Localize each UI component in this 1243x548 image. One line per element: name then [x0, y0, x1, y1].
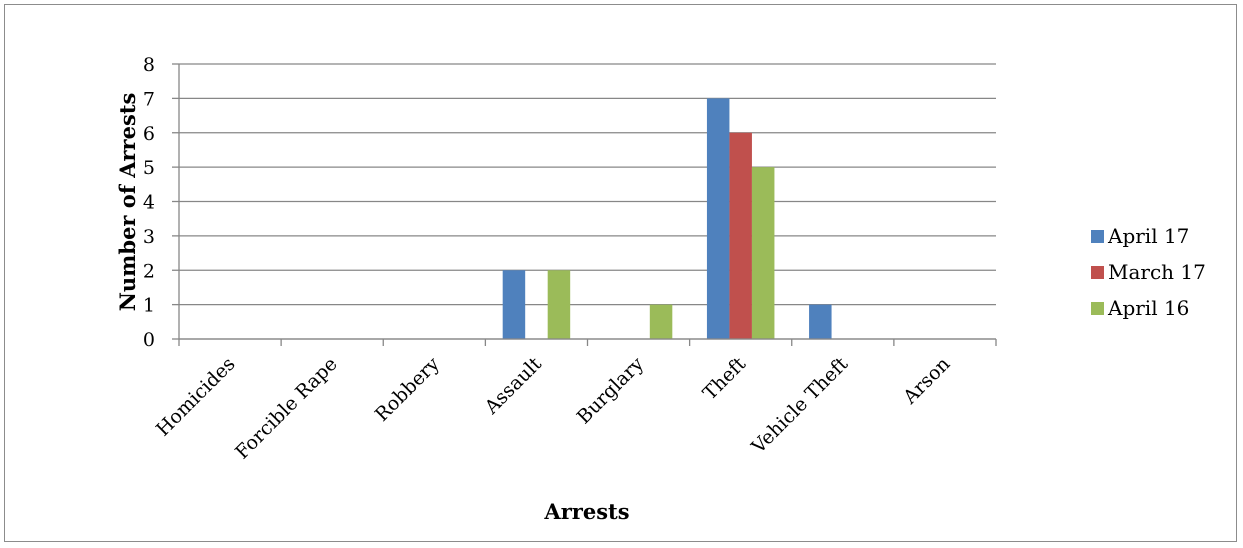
legend-label: April 16	[1107, 296, 1189, 320]
x-tick-label: Robbery	[371, 353, 444, 426]
y-tick-label: 4	[143, 192, 155, 214]
x-tick-label: Burglary	[573, 353, 649, 429]
x-tick-label: Forcible Rape	[231, 353, 342, 464]
axes	[178, 64, 997, 346]
bar-assault-april-16	[547, 270, 571, 339]
legend-swatch	[1091, 266, 1104, 279]
y-tick-label: 5	[143, 157, 155, 179]
y-tick-label: 7	[143, 88, 155, 110]
y-tick-label: 8	[143, 54, 155, 76]
legend-label: April 17	[1107, 224, 1189, 248]
chart-frame: 0 1 2 3 4 5 6 7 8 Homicides Forcible Rape Robbery A…	[4, 4, 1237, 542]
y-tick-label: 6	[143, 123, 155, 145]
legend-swatch	[1091, 230, 1104, 243]
x-tick-label: Vehicle Theft	[747, 353, 853, 459]
bar-theft-april-16	[751, 167, 775, 339]
bar-assault-april-17	[502, 270, 526, 339]
bars	[502, 98, 832, 339]
gridlines	[172, 63, 996, 340]
y-tick-label: 1	[143, 295, 155, 317]
y-tick-label: 2	[143, 260, 155, 282]
x-axis-title: Arrests	[543, 499, 629, 524]
x-tick-label: Theft	[699, 353, 751, 405]
x-tick-label: Arson	[898, 353, 954, 409]
x-tick-label: Assault	[480, 353, 546, 419]
bar-vehicle-theft-april-17	[809, 304, 832, 339]
legend-label: March 17	[1108, 260, 1206, 284]
y-tick-label: 0	[143, 329, 155, 351]
bar-theft-march-17	[729, 132, 752, 339]
y-axis-title: Number of Arrests	[115, 93, 140, 312]
y-tick-label: 3	[143, 226, 155, 248]
bar-theft-april-17	[706, 98, 730, 339]
legend-swatch	[1091, 302, 1104, 315]
bar-burglary-april-16	[649, 304, 673, 339]
legend: April 17 March 17 April 16	[1091, 224, 1206, 320]
x-tick-label: Homicides	[152, 353, 240, 441]
y-tick-labels: 0 1 2 3 4 5 6 7 8	[143, 54, 155, 351]
